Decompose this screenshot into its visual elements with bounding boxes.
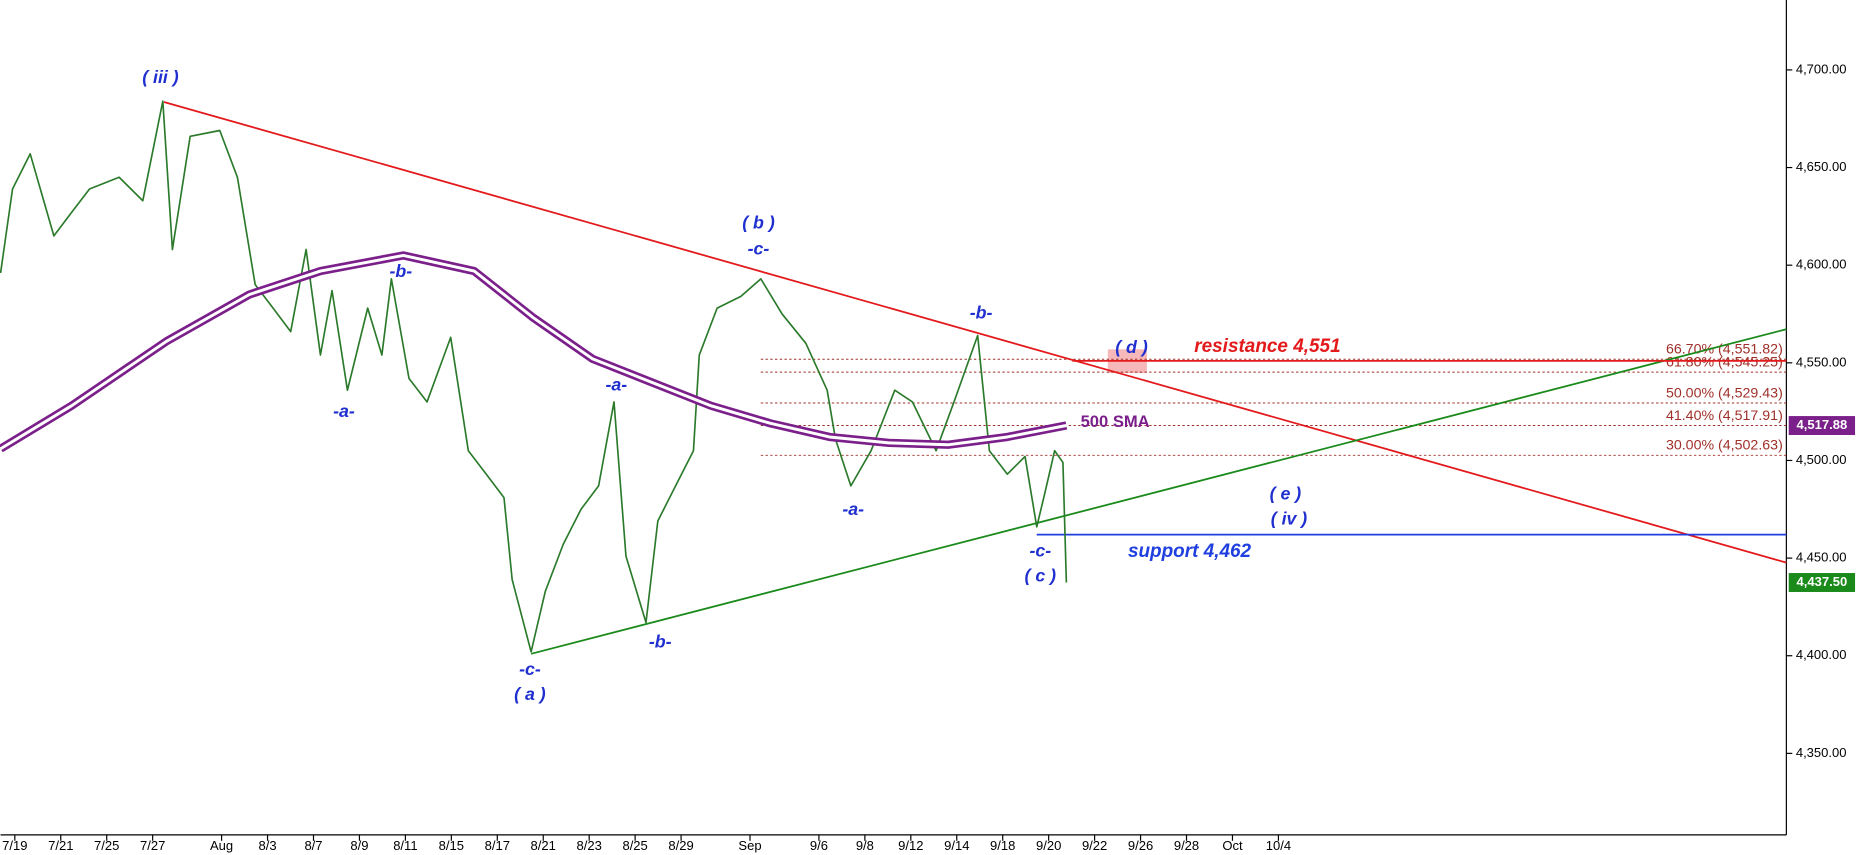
wave-label: -b- xyxy=(390,261,413,281)
x-tick-label: Oct xyxy=(1222,838,1243,853)
trendline xyxy=(163,101,1787,564)
x-tick-label: 8/3 xyxy=(258,838,276,853)
y-tick-label: 4,450.00 xyxy=(1796,550,1847,565)
x-tick-label: 9/20 xyxy=(1036,838,1061,853)
x-tick-label: Sep xyxy=(738,838,761,853)
wave-label: -b- xyxy=(970,303,993,323)
x-tick-label: 8/11 xyxy=(393,838,417,853)
wave-label: ( d ) xyxy=(1115,337,1148,357)
x-tick-label: 8/9 xyxy=(350,838,368,853)
x-tick-label: 7/27 xyxy=(140,838,165,853)
y-tick-label: 4,400.00 xyxy=(1796,647,1847,662)
price-tag xyxy=(1788,573,1856,592)
wave-label: -a- xyxy=(333,401,355,421)
price-line xyxy=(0,100,1068,653)
trendline xyxy=(530,328,1787,655)
wave-label: -c- xyxy=(519,659,541,679)
x-tick-label: 9/14 xyxy=(944,838,969,853)
y-tick-label: 4,600.00 xyxy=(1796,257,1847,272)
x-tick-label: 8/21 xyxy=(531,838,556,853)
fib-label: 50.00% (4,529.43) xyxy=(1666,385,1783,401)
fib-label: 30.00% (4,502.63) xyxy=(1666,438,1783,454)
fib-label: 41.40% (4,517.91) xyxy=(1666,408,1783,424)
x-tick-label: 7/25 xyxy=(94,838,119,853)
level-label: resistance 4,551 xyxy=(1194,336,1340,357)
wave-label: -b- xyxy=(649,632,672,652)
x-tick-label: 8/17 xyxy=(485,838,510,853)
x-tick-label: 8/15 xyxy=(439,838,464,853)
wave-label: -c- xyxy=(1029,541,1051,561)
level-label: support 4,462 xyxy=(1128,541,1252,562)
x-tick-label: 9/8 xyxy=(856,838,874,853)
wave-label: -a- xyxy=(606,375,628,395)
price-tag-label: 4,437.50 xyxy=(1797,574,1848,589)
sma-line-inner xyxy=(0,253,1067,450)
x-tick-label: 8/23 xyxy=(577,838,602,853)
x-tick-label: Aug xyxy=(210,838,233,853)
sma-label: 500 SMA xyxy=(1081,412,1150,431)
x-tick-label: 7/19 xyxy=(2,838,27,853)
wave-label: ( b ) xyxy=(742,213,775,233)
x-tick-label: 9/26 xyxy=(1128,838,1153,853)
wave-label: ( e ) xyxy=(1270,484,1302,504)
x-tick-label: 7/21 xyxy=(48,838,73,853)
y-tick-label: 4,500.00 xyxy=(1796,452,1847,467)
x-tick-label: 9/22 xyxy=(1082,838,1107,853)
x-tick-label: 8/25 xyxy=(622,838,647,853)
price-tag-label: 4,517.88 xyxy=(1797,417,1848,432)
y-tick-label: 4,700.00 xyxy=(1796,61,1847,76)
wave-label: ( a ) xyxy=(514,684,546,704)
price-tag xyxy=(1788,416,1856,436)
wave-label: ( iv ) xyxy=(1271,509,1308,529)
y-tick-label: 4,650.00 xyxy=(1796,159,1847,174)
wave-label: -c- xyxy=(748,239,770,259)
fib-label: 61.80% (4,545.25) xyxy=(1666,354,1783,370)
y-tick-label: 4,350.00 xyxy=(1796,745,1847,760)
x-tick-label: 9/28 xyxy=(1174,838,1199,853)
y-tick-label: 4,550.00 xyxy=(1796,354,1847,369)
wave-label: ( iii ) xyxy=(142,67,179,87)
wave-label: -a- xyxy=(842,499,864,519)
x-tick-label: 8/7 xyxy=(304,838,322,853)
x-tick-label: 9/6 xyxy=(810,838,828,853)
wave-label: ( c ) xyxy=(1025,565,1057,585)
x-tick-label: 9/12 xyxy=(898,838,923,853)
x-tick-label: 9/18 xyxy=(990,838,1015,853)
x-tick-label: 8/29 xyxy=(668,838,693,853)
x-tick-label: 10/4 xyxy=(1266,838,1291,853)
